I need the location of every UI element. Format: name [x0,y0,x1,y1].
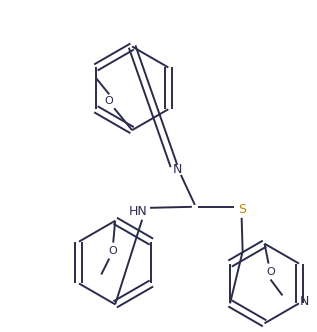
Text: HN: HN [129,205,147,218]
Text: N: N [299,295,309,308]
Text: N: N [173,163,183,177]
Text: O: O [105,96,113,106]
Text: O: O [266,267,275,277]
Text: O: O [109,246,118,256]
Text: S: S [238,203,246,216]
